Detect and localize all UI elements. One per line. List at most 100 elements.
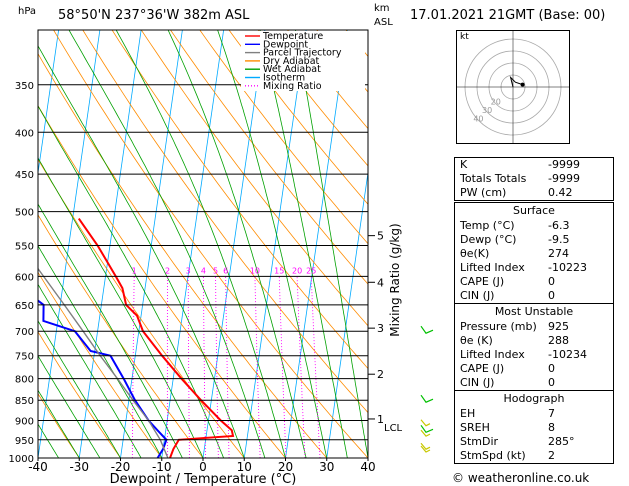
mixing-ratio-label: 3 [186, 266, 191, 275]
km-tick-label: 4 [377, 276, 384, 289]
km-tick-label: 5 [377, 230, 384, 243]
hpa-unit-label: hPa [18, 6, 37, 17]
mixing-ratio-label: 1 [132, 266, 137, 275]
mixing-ratio-label: 15 [274, 266, 284, 275]
x-tick-label: -40 [28, 460, 48, 474]
table-row: SREH 8 [455, 421, 613, 435]
table-row: K -9999 [455, 158, 613, 172]
hodograph-section-title: Hodograph [455, 390, 613, 407]
row-label: Dewp (°C) [460, 233, 517, 246]
dry-adiabat-line [170, 30, 368, 285]
dry-adiabat-line [257, 30, 368, 167]
most-unstable-section-title: Most Unstable [455, 303, 613, 320]
legend-item-dry-adiabat: Dry Adiabat [263, 56, 320, 67]
mixing-ratio-line [187, 276, 190, 458]
isotherm-line [243, 30, 307, 458]
isotherm-line [38, 30, 101, 458]
pressure-tick-label: 750 [15, 352, 34, 363]
isotherm-line [285, 30, 348, 458]
x-tick-label: 20 [278, 460, 293, 474]
row-label: Lifted Index [460, 261, 525, 274]
row-value: 288 [548, 334, 569, 347]
x-tick-label: -20 [111, 460, 131, 474]
dry-adiabat-line [53, 30, 368, 458]
row-value: 0 [548, 289, 555, 302]
isotherm-line [78, 30, 142, 458]
mixing-ratio-label: 4 [201, 266, 206, 275]
run-datetime: 17.01.2021 21GMT (Base: 00) [410, 8, 606, 23]
pressure-tick-label: 400 [15, 128, 34, 139]
pressure-tick-label: 900 [15, 417, 34, 428]
pressure-tick-label: 500 [15, 208, 34, 219]
table-row: CAPE (J) 0 [455, 362, 613, 376]
row-label: CAPE (J) [460, 362, 505, 375]
isotherm-line [202, 30, 266, 458]
row-label: Pressure (mb) [460, 320, 537, 333]
wind-barb [420, 429, 431, 437]
table-row: Pressure (mb) 925 [455, 320, 613, 334]
row-label: StmDir [460, 435, 499, 448]
legend-box [241, 31, 365, 91]
dry-adiabat-line [38, 331, 121, 458]
legend-item-isotherm: Isotherm [263, 73, 305, 84]
table-row: CAPE (J) 0 [455, 275, 613, 289]
km-tick-label: 2 [377, 368, 384, 381]
sounding-table: Surface Temp (°C) -6.3 Dewp (°C) -9.5 θe(K) 2… [454, 202, 614, 464]
legend-item-wet-adiabat: Wet Adiabat [263, 64, 321, 75]
km-unit-label: km [374, 3, 390, 14]
dry-adiabat-line [38, 52, 328, 458]
pressure-tick-label: 850 [15, 396, 34, 407]
row-value: -10223 [548, 261, 587, 274]
dry-adiabat-line [38, 158, 245, 458]
table-row: CIN (J) 0 [455, 289, 613, 303]
mixing-ratio-line [254, 276, 261, 458]
mixing-ratio-label: 25 [306, 266, 316, 275]
x-tick-label: -30 [69, 460, 89, 474]
lcl-label: LCL [384, 423, 403, 434]
mixing-ratio-line [296, 276, 306, 458]
row-label: Totals Totals [460, 172, 527, 185]
hodograph-unit-label: kt [460, 32, 469, 42]
row-value: 8 [548, 421, 555, 434]
row-label: CAPE (J) [460, 275, 505, 288]
asl-unit-label: ASL [374, 17, 393, 28]
mixing-ratio-label: 20 [292, 266, 302, 275]
table-row: EH 7 [455, 407, 613, 421]
row-value: 274 [548, 247, 569, 260]
pressure-tick-label: 650 [15, 301, 34, 312]
table-row: Dewp (°C) -9.5 [455, 233, 613, 247]
wet-adiabat-line [115, 30, 286, 458]
x-tick-label: -10 [152, 460, 172, 474]
isotherm-line [326, 169, 368, 458]
x-tick-label: 0 [199, 460, 207, 474]
hodograph-storm-motion [520, 82, 525, 87]
legend-item-dewpoint: Dewpoint [263, 39, 308, 50]
x-tick-label: 10 [237, 460, 252, 474]
pressure-tick-label: 800 [15, 375, 34, 386]
indices-table: K -9999 Totals Totals -9999 PW (cm) 0.42 [454, 157, 614, 201]
table-row: PW (cm) 0.42 [455, 186, 613, 200]
temperature-line [77, 218, 235, 458]
row-value: -9.5 [548, 233, 570, 246]
km-tick-label: 1 [377, 413, 384, 426]
table-row: StmDir 285° [455, 435, 613, 449]
table-row: CIN (J) 0 [455, 376, 613, 390]
row-value: -10234 [548, 348, 587, 361]
row-value: 2 [548, 449, 555, 462]
pressure-tick-label: 550 [15, 241, 34, 252]
dry-adiabat-line [228, 30, 368, 205]
copyright-footer: © weatheronline.co.uk [452, 471, 590, 485]
wind-barb [420, 394, 434, 403]
row-value: 0 [548, 275, 555, 288]
row-value: -9999 [548, 172, 580, 185]
hodograph-ring-label: 20 [491, 97, 501, 106]
hodograph-ring-label: 40 [473, 115, 483, 124]
hodograph-trace [509, 75, 523, 88]
row-value: 0.42 [548, 186, 573, 199]
row-label: θe (K) [460, 334, 493, 347]
table-row: θe(K) 274 [455, 247, 613, 261]
wet-adiabat-line [167, 30, 307, 458]
pressure-tick-label: 350 [15, 81, 34, 92]
